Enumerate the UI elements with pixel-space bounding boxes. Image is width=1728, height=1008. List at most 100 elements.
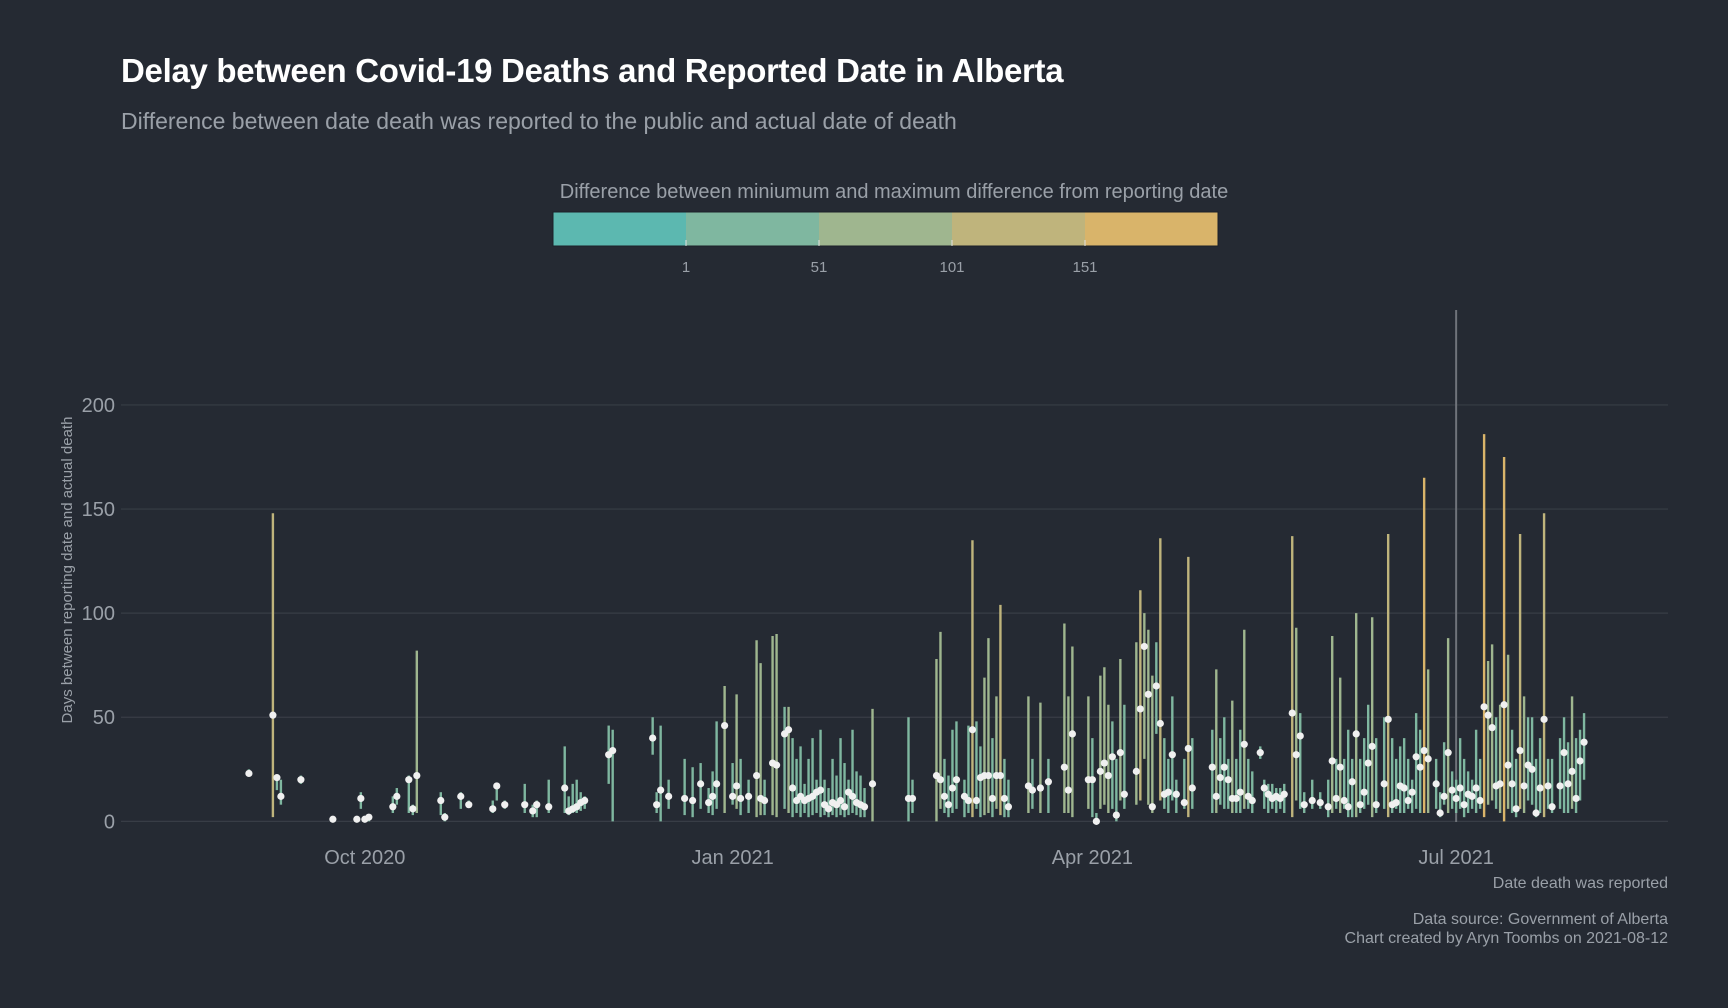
legend: Difference between miniumum and maximum … bbox=[552, 181, 1228, 276]
data-point bbox=[1344, 803, 1352, 811]
data-point bbox=[1068, 730, 1076, 738]
data-point bbox=[1408, 788, 1416, 796]
data-point bbox=[1548, 803, 1556, 811]
data-point bbox=[1156, 719, 1164, 728]
data-point bbox=[561, 784, 569, 792]
data-point bbox=[860, 803, 869, 811]
data-point bbox=[984, 771, 993, 780]
data-point bbox=[1564, 780, 1572, 788]
data-point bbox=[988, 794, 997, 803]
data-point bbox=[1292, 751, 1300, 759]
data-point bbox=[697, 780, 705, 788]
data-point bbox=[1372, 801, 1380, 809]
range-segments bbox=[247, 434, 1586, 822]
data-point bbox=[501, 801, 509, 809]
data-point bbox=[393, 792, 401, 800]
grid-lines bbox=[121, 404, 1668, 822]
data-point bbox=[1440, 792, 1448, 800]
data-point bbox=[733, 782, 741, 790]
data-point bbox=[1452, 794, 1460, 803]
data-point bbox=[1424, 755, 1432, 763]
data-point bbox=[1220, 763, 1228, 771]
x-tick-label: Oct 2020 bbox=[324, 847, 405, 869]
data-point bbox=[1088, 776, 1096, 784]
data-point bbox=[365, 813, 373, 821]
data-point bbox=[944, 801, 953, 809]
data-point bbox=[1168, 751, 1176, 759]
data-point bbox=[1140, 642, 1148, 651]
data-point bbox=[649, 734, 657, 742]
data-point bbox=[1412, 753, 1420, 761]
data-point bbox=[1180, 799, 1188, 807]
data-point bbox=[1520, 782, 1528, 790]
data-point bbox=[1136, 705, 1144, 713]
data-point bbox=[1216, 774, 1224, 782]
data-point bbox=[409, 805, 417, 813]
data-point bbox=[972, 796, 981, 805]
data-point bbox=[1044, 778, 1053, 786]
data-point bbox=[1384, 715, 1392, 723]
data-point bbox=[1504, 761, 1512, 769]
data-point bbox=[1004, 803, 1013, 811]
data-point bbox=[1516, 746, 1524, 755]
data-point bbox=[1152, 682, 1160, 690]
legend-swatch-2 bbox=[819, 212, 952, 246]
data-point bbox=[736, 794, 745, 803]
data-point bbox=[1100, 759, 1108, 767]
data-point bbox=[1348, 778, 1356, 786]
data-point bbox=[1060, 763, 1068, 771]
data-point bbox=[709, 792, 717, 800]
data-point bbox=[1352, 730, 1360, 738]
data-point bbox=[1132, 767, 1140, 775]
data-point bbox=[1308, 796, 1316, 805]
legend-tick-label: 51 bbox=[811, 259, 828, 276]
data-point bbox=[1448, 786, 1456, 794]
data-point bbox=[1404, 796, 1412, 805]
data-point bbox=[1096, 767, 1104, 775]
data-point bbox=[1248, 796, 1256, 805]
data-point bbox=[533, 801, 541, 809]
y-tick-label: 150 bbox=[82, 499, 115, 521]
data-point bbox=[653, 801, 661, 809]
data-point bbox=[996, 771, 1005, 780]
data-point bbox=[465, 801, 473, 809]
data-point bbox=[705, 799, 713, 807]
data-point bbox=[784, 726, 793, 734]
data-point bbox=[713, 780, 721, 788]
data-point bbox=[389, 803, 397, 811]
data-point bbox=[1148, 803, 1156, 811]
data-point bbox=[1512, 805, 1520, 813]
data-point bbox=[1164, 788, 1172, 796]
data-point bbox=[1508, 780, 1516, 788]
data-point bbox=[1416, 763, 1424, 771]
data-point bbox=[1536, 784, 1544, 792]
data-point bbox=[1544, 782, 1552, 790]
data-point bbox=[868, 780, 877, 788]
data-point bbox=[1500, 701, 1508, 709]
data-point bbox=[1460, 801, 1468, 809]
x-axis: Oct 2020 Jan 2021 Apr 2021 Jul 2021 bbox=[324, 847, 1494, 869]
data-point bbox=[1172, 790, 1180, 798]
data-point bbox=[441, 813, 449, 821]
data-point bbox=[1184, 744, 1192, 753]
data-point bbox=[1380, 780, 1388, 788]
data-point bbox=[936, 776, 945, 784]
data-point bbox=[1484, 711, 1492, 719]
data-point bbox=[1580, 738, 1588, 746]
data-point bbox=[245, 769, 253, 778]
caption-credit: Chart created by Aryn Toombs on 2021-08-… bbox=[1344, 930, 1668, 947]
data-point bbox=[1488, 724, 1496, 732]
data-point bbox=[1288, 709, 1296, 717]
data-point bbox=[752, 771, 761, 780]
data-point bbox=[1000, 794, 1009, 803]
data-point bbox=[1108, 753, 1116, 761]
data-point bbox=[848, 792, 857, 800]
data-point bbox=[948, 784, 957, 792]
data-point bbox=[269, 711, 277, 719]
data-point bbox=[1340, 796, 1348, 805]
data-point bbox=[405, 776, 413, 784]
data-point bbox=[1332, 794, 1340, 803]
y-tick-label: 200 bbox=[82, 395, 115, 417]
data-point bbox=[760, 796, 769, 805]
